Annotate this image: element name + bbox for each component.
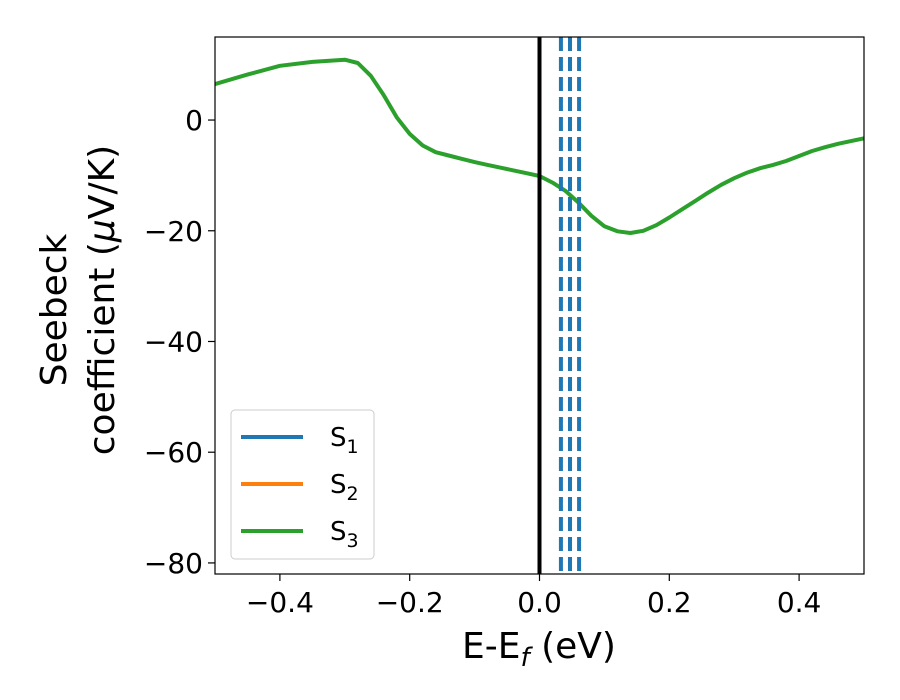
y-axis-title-line2: coefficient (μV/K) bbox=[82, 145, 123, 455]
legend: S1 S2 S3 bbox=[230, 409, 375, 560]
x-tick-label: 0.4 bbox=[777, 586, 822, 619]
y-tick-label: −20 bbox=[144, 215, 203, 248]
legend-label-3: S3 bbox=[330, 517, 359, 552]
y-axis-title-line1: Seebeck bbox=[34, 233, 75, 386]
vline-layer bbox=[537, 37, 582, 574]
y-axis-ticks: 0 −20 −40 −60 −80 bbox=[144, 104, 215, 580]
y-tick-label: −60 bbox=[144, 436, 203, 469]
legend-label-1: S1 bbox=[330, 423, 359, 458]
x-axis-title: E-Ef (eV) bbox=[462, 626, 616, 673]
legend-label-2: S2 bbox=[330, 470, 359, 505]
y-tick-label: 0 bbox=[185, 104, 203, 137]
plot-area bbox=[214, 36, 865, 575]
y-tick-label: −40 bbox=[144, 325, 203, 358]
y-axis-title: Seebeck coefficient (μV/K) bbox=[34, 145, 123, 455]
x-axis-ticks: −0.4 −0.2 0.0 0.2 0.4 bbox=[246, 574, 821, 619]
x-tick-label: −0.2 bbox=[376, 586, 444, 619]
x-tick-label: −0.4 bbox=[246, 586, 314, 619]
x-tick-label: 0.0 bbox=[517, 586, 562, 619]
y-tick-label: −80 bbox=[144, 547, 203, 580]
x-tick-label: 0.2 bbox=[647, 586, 692, 619]
